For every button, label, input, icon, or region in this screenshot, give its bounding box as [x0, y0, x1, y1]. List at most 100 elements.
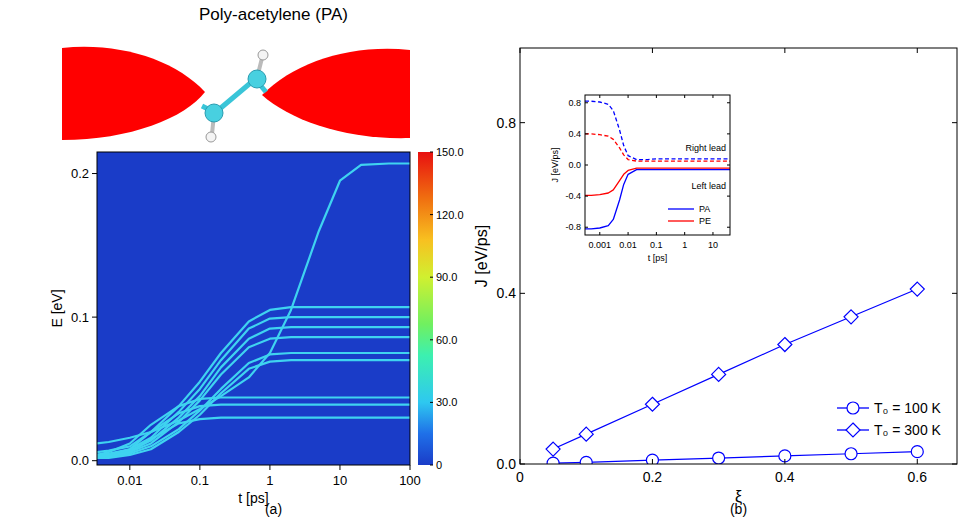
- hydrogen: [258, 50, 268, 60]
- frame: [585, 95, 730, 235]
- y-tick: [727, 102, 730, 103]
- x-tick-label: 0.1: [191, 473, 209, 488]
- y-tick: [585, 227, 588, 228]
- y-axis-title: J [eV/ps]: [550, 147, 560, 182]
- x-tick-label: 0.01: [117, 473, 142, 488]
- marker: [845, 448, 857, 460]
- series-line: [585, 170, 730, 229]
- legend-marker: [846, 423, 860, 437]
- x-tick-label: 0.2: [643, 469, 663, 485]
- x-tick: [784, 459, 785, 464]
- plot-background: [585, 95, 730, 235]
- x-tick: [520, 48, 521, 53]
- y-tick: [952, 293, 957, 294]
- legend-label: PA: [699, 204, 710, 214]
- x-tick-label: 0.1: [650, 240, 663, 250]
- x-tick-label: 10: [333, 473, 347, 488]
- frame: [97, 152, 410, 465]
- plot-area: [97, 163, 410, 457]
- x-tick: [269, 465, 270, 470]
- marker: [547, 457, 559, 464]
- y-tick-label: 0.4: [497, 285, 517, 301]
- series-line: [97, 360, 410, 458]
- series-line: [97, 353, 410, 458]
- x-tick: [652, 48, 653, 53]
- y-tick-label: -0.8: [565, 222, 581, 232]
- y-axis-title: E [eV]: [49, 289, 65, 327]
- marker: [546, 442, 560, 456]
- x-tick: [199, 465, 200, 470]
- plot-area: [585, 101, 730, 229]
- series-line: [553, 289, 917, 449]
- y-tick-label: -0.4: [565, 191, 581, 201]
- x-tick: [599, 95, 600, 98]
- x-tick-label: 0: [516, 469, 524, 485]
- y-tick: [92, 173, 97, 174]
- legend-label: T₀ = 300 K: [874, 422, 942, 438]
- marker: [646, 454, 658, 464]
- x-tick-label: 1: [266, 473, 273, 488]
- marker: [579, 427, 593, 441]
- x-tick: [520, 459, 521, 464]
- annotation: Right lead: [685, 143, 726, 153]
- lead-right: [262, 49, 410, 138]
- colorbar-tick: [430, 152, 433, 153]
- marker: [645, 397, 659, 411]
- legend-marker: [847, 402, 859, 414]
- x-tick: [917, 48, 918, 53]
- x-tick: [129, 465, 130, 470]
- panel-label: (b): [730, 501, 747, 517]
- series-line: [97, 405, 410, 457]
- marker: [713, 452, 725, 464]
- x-tick-label: 10: [708, 240, 718, 250]
- x-tick: [712, 232, 713, 235]
- series-line: [97, 163, 410, 443]
- lead-left: [62, 47, 205, 140]
- y-tick-label: 0.0: [568, 160, 581, 170]
- y-tick-label: 0.2: [71, 166, 89, 181]
- y-axis-title: J [eV/ps]: [473, 225, 490, 287]
- legend-line: [668, 220, 694, 221]
- legend-line: [668, 208, 694, 209]
- colorbar-tick: [430, 339, 433, 340]
- y-tick-label: 0.8: [568, 98, 581, 108]
- y-tick: [585, 133, 588, 134]
- x-tick: [628, 232, 629, 235]
- colorbar-tick: [430, 402, 433, 403]
- x-tick: [712, 95, 713, 98]
- colorbar-label: 120.0: [436, 209, 464, 221]
- series-line: [97, 327, 410, 456]
- marker: [911, 446, 923, 458]
- panel-1: 00.20.40.60.00.40.8ξJ [eV/ps]T₀ = 100 KT…: [473, 48, 957, 517]
- title: Poly-acetylene (PA): [199, 5, 348, 24]
- plot-area: [546, 282, 924, 464]
- colorbar-label: 150.0: [436, 146, 464, 158]
- colorbar-label: 90.0: [436, 271, 457, 283]
- series-line: [97, 418, 410, 458]
- x-tick: [652, 459, 653, 464]
- marker: [910, 282, 924, 296]
- marker: [844, 310, 858, 324]
- marker: [712, 367, 726, 381]
- y-tick: [520, 293, 525, 294]
- series-line: [97, 337, 410, 456]
- x-tick-label: 100: [399, 473, 421, 488]
- colorbar-tick: [430, 277, 433, 278]
- x-tick-label: 0.001: [589, 240, 612, 250]
- x-tick-label: 0.4: [775, 469, 795, 485]
- panel-0: 0.010.11101000.00.10.2t [ps]E [eV]030.06…: [49, 5, 464, 517]
- y-tick-label: 0.0: [497, 456, 517, 472]
- y-tick: [92, 317, 97, 318]
- y-tick: [952, 464, 957, 465]
- legend-label: T₀ = 100 K: [874, 400, 942, 416]
- marker: [778, 338, 792, 352]
- molecule: [62, 47, 410, 142]
- legend: PAPE: [668, 204, 711, 226]
- x-tick: [410, 465, 411, 470]
- x-tick-label: 1: [682, 240, 687, 250]
- x-tick: [628, 95, 629, 98]
- y-tick: [520, 122, 525, 123]
- colorbar-label: 0: [436, 459, 442, 471]
- colorbar-label: 60.0: [436, 334, 457, 346]
- bond: [216, 80, 254, 112]
